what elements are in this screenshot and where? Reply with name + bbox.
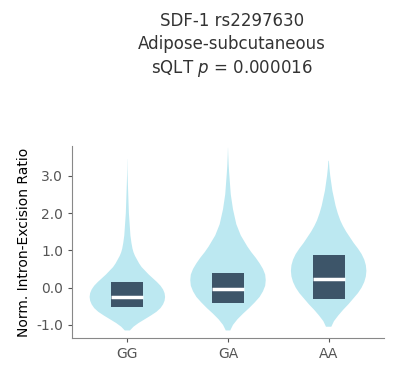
Text: Adipose-subcutaneous: Adipose-subcutaneous — [138, 35, 326, 53]
Y-axis label: Norm. Intron-Excision Ratio: Norm. Intron-Excision Ratio — [16, 147, 30, 336]
Bar — [212, 273, 244, 303]
Polygon shape — [190, 148, 266, 331]
Bar — [111, 282, 144, 307]
Text: SDF-1 rs2297630: SDF-1 rs2297630 — [160, 12, 304, 30]
Bar — [312, 255, 345, 299]
Polygon shape — [291, 161, 366, 327]
Polygon shape — [90, 159, 165, 331]
Text: sQLT $p$ = 0.000016: sQLT $p$ = 0.000016 — [151, 58, 313, 79]
